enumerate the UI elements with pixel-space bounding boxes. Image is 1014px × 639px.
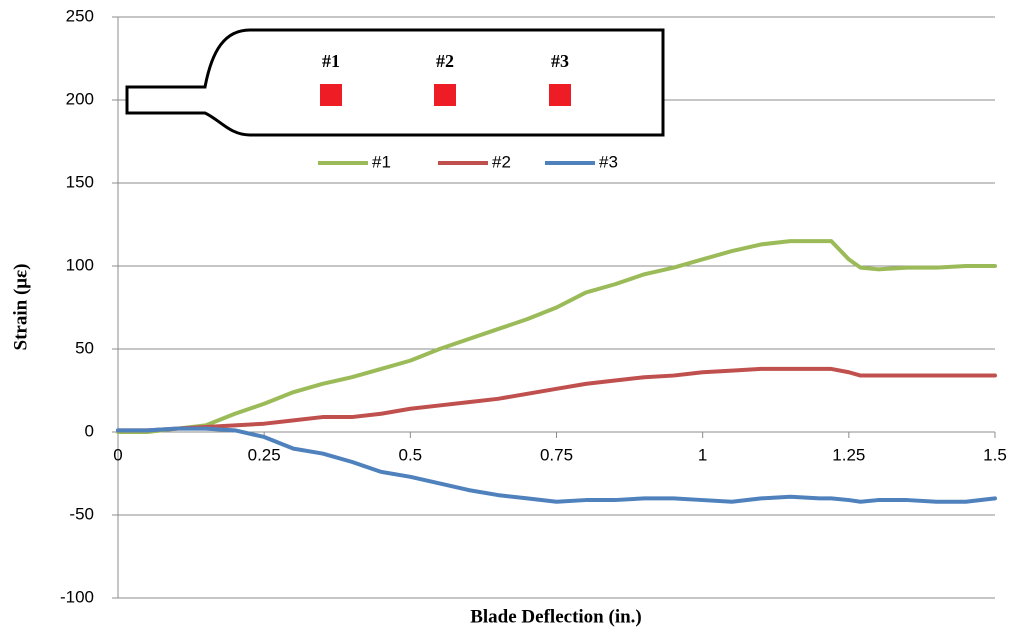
sensor (320, 84, 342, 106)
sensor-label: #3 (551, 51, 569, 71)
x-tick-label: 1 (698, 445, 707, 464)
page: #1 #2 #3 Blade Deflection (in.) Strain (… (0, 0, 1014, 639)
blade-diagram (127, 30, 663, 135)
x-axis-title: Blade Deflection (in.) (470, 606, 642, 627)
legend-label: #2 (492, 152, 511, 171)
chart: #1 #2 #3 Blade Deflection (in.) Strain (… (0, 0, 1014, 634)
x-tick-label: 1.25 (832, 445, 865, 464)
y-tick-label: 150 (66, 172, 94, 191)
sensor (434, 84, 456, 106)
x-tick-label: 0.5 (399, 445, 423, 464)
x-tick-label: 1.5 (983, 445, 1007, 464)
y-tick-label: 200 (66, 89, 94, 108)
y-axis-title: Strain (με) (10, 264, 31, 351)
y-tick-label: 0 (85, 421, 94, 440)
sensor (549, 84, 571, 106)
x-tick-label: 0.75 (540, 445, 573, 464)
series-line (118, 241, 995, 432)
series-line (118, 369, 995, 430)
legend-label: #1 (372, 152, 391, 171)
y-tick-label: 50 (75, 338, 94, 357)
y-tick-label: -100 (60, 587, 94, 606)
legend-label: #3 (599, 152, 618, 171)
y-tick-label: 100 (66, 255, 94, 274)
y-tick-label: -50 (69, 504, 94, 523)
x-tick-label: 0.25 (248, 445, 281, 464)
sensor-label: #2 (436, 51, 454, 71)
y-tick-label: 250 (66, 6, 94, 25)
sensor-label: #1 (322, 51, 340, 71)
x-tick-label: 0 (113, 445, 122, 464)
series-line (118, 429, 995, 502)
